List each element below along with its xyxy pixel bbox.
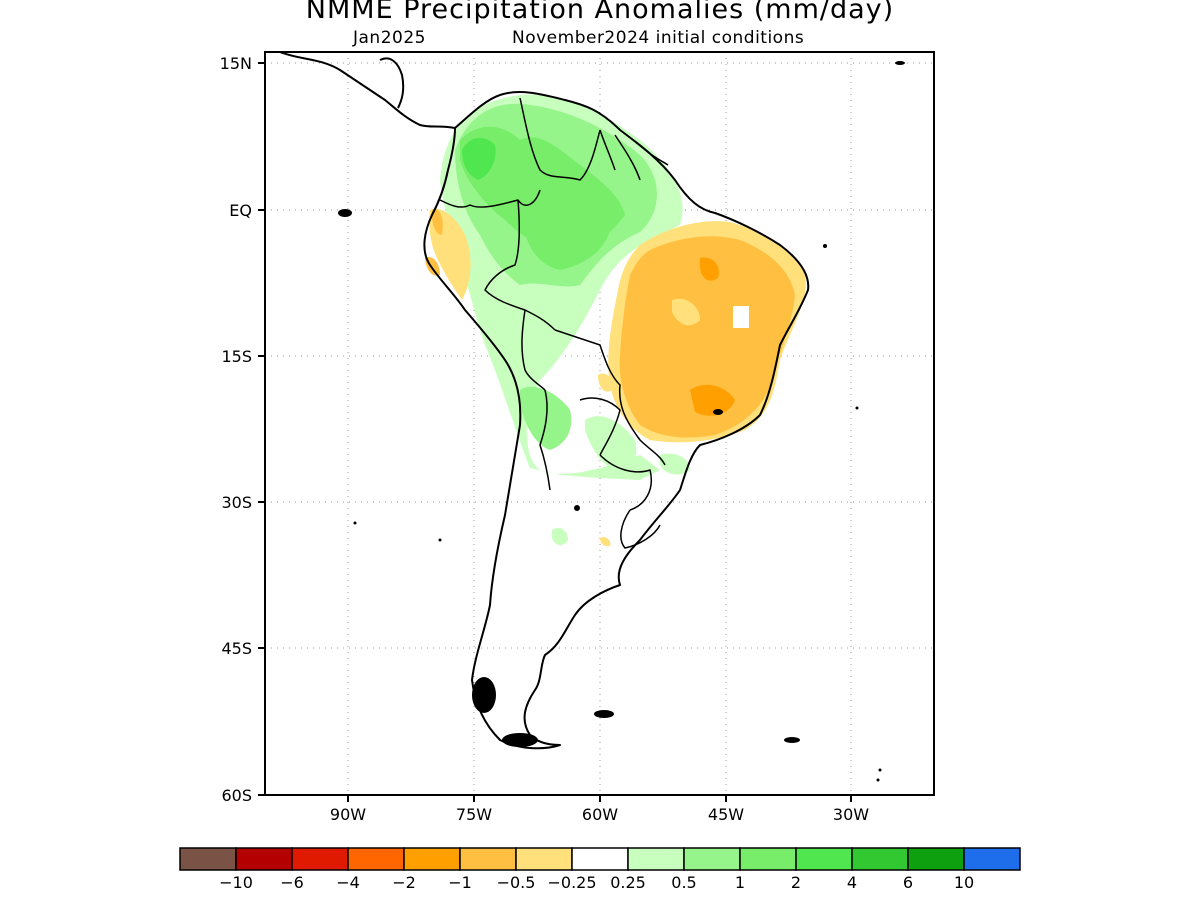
- lon-label: 60W: [582, 805, 618, 824]
- wet-anomaly-argentina: [552, 528, 568, 546]
- colorbar-swatch: [739, 847, 797, 871]
- lon-label: 90W: [330, 805, 366, 824]
- colorbar-label: 1: [735, 873, 745, 892]
- colorbar-label: −10: [219, 873, 253, 892]
- colorbar-label: −0.25: [547, 873, 596, 892]
- colorbar-swatch: [683, 847, 741, 871]
- lat-label: 45S: [221, 639, 252, 658]
- colorbar-swatch: [347, 847, 405, 871]
- south-america-coast: [423, 91, 810, 750]
- colorbar-swatch: [515, 847, 573, 871]
- tick-marks: [258, 62, 852, 802]
- forecast-month: Jan2025: [353, 28, 426, 48]
- colorbar-swatch: [179, 847, 237, 871]
- lat-label: 60S: [221, 786, 252, 805]
- colorbar-label: −2: [392, 873, 416, 892]
- dry-anomaly-pantanal: [598, 373, 613, 392]
- colorbar-swatch: [459, 847, 517, 871]
- lat-label: 15N: [220, 54, 252, 73]
- lon-label: 45W: [708, 805, 744, 824]
- colorbar-legend: [179, 847, 1021, 871]
- colorbar-swatch: [795, 847, 853, 871]
- colorbar-label: −6: [280, 873, 304, 892]
- colorbar-swatch: [907, 847, 965, 871]
- latitude-labels: 15N EQ 15S 30S 45S 60S: [220, 54, 252, 805]
- lon-label: 30W: [833, 805, 869, 824]
- dry-anomaly-brazil: [619, 236, 795, 438]
- wet-anomaly-peak: [462, 138, 496, 180]
- wet-anomaly-amazon: [525, 222, 610, 270]
- dry-anomaly-brazil-light: [672, 298, 700, 326]
- colorbar-label: 10: [954, 873, 974, 892]
- colorbar-label: −0.5: [497, 873, 536, 892]
- coastlines: [279, 52, 810, 750]
- dry-anomaly-brazil-core: [699, 257, 719, 281]
- no-anomaly-patch: [733, 306, 749, 328]
- lon-label: 75W: [456, 805, 492, 824]
- colorbar-label: 0.5: [671, 873, 696, 892]
- lat-label: EQ: [229, 201, 252, 220]
- colorbar-swatch: [963, 847, 1021, 871]
- colorbar-label: 2: [791, 873, 801, 892]
- islands: [338, 61, 905, 782]
- colorbar-swatch: [403, 847, 461, 871]
- dry-anomaly-southern: [600, 537, 611, 547]
- map-title: NMME Precipitation Anomalies (mm/day): [305, 0, 895, 25]
- colorbar-swatch: [851, 847, 909, 871]
- wet-anomaly-paraguay: [585, 416, 637, 470]
- anomaly-shading: [425, 94, 806, 547]
- colorbar-label: 4: [847, 873, 857, 892]
- longitude-labels: 90W 75W 60W 45W 30W: [330, 805, 869, 824]
- wet-anomaly-north-max: [460, 126, 625, 255]
- map-plot-area: [265, 52, 934, 795]
- colorbar-label: −1: [448, 873, 472, 892]
- colorbar-label: 6: [903, 873, 913, 892]
- wet-anomaly-uruguay: [660, 453, 690, 475]
- colorbar-swatch: [571, 847, 629, 871]
- colorbar-labels: −10 −6 −4 −2 −1 −0.5 −0.25 0.25 0.5 1 2 4 6 10: [219, 873, 974, 892]
- initial-conditions: November2024 initial conditions: [512, 28, 805, 48]
- colorbar-label: 0.25: [610, 873, 646, 892]
- dry-anomaly-brazil-core2: [690, 384, 735, 416]
- colorbar-label: −4: [336, 873, 360, 892]
- colorbar-swatch: [291, 847, 349, 871]
- colorbar-swatch: [627, 847, 685, 871]
- colorbar-swatch: [235, 847, 293, 871]
- lat-label: 30S: [221, 493, 252, 512]
- wet-anomaly-peru: [485, 324, 515, 354]
- dry-anomaly-ecuador-core: [431, 209, 443, 235]
- lat-label: 15S: [221, 347, 252, 366]
